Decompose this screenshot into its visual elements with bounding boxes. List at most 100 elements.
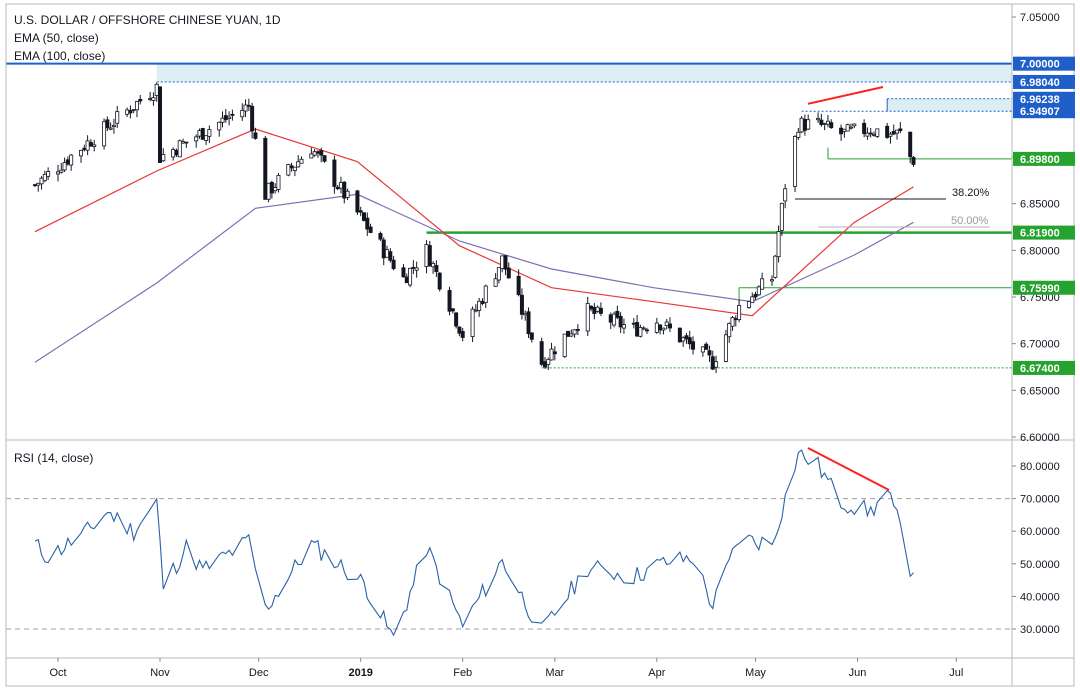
candle-body <box>434 265 439 273</box>
candle-body <box>411 266 416 269</box>
candle-body <box>608 314 613 323</box>
candle-body <box>332 159 337 187</box>
ema100-line <box>34 193 914 363</box>
candle-body <box>704 343 709 350</box>
candle-body <box>723 334 728 362</box>
time-tick-label: Nov <box>150 667 170 679</box>
candle-body <box>437 272 442 290</box>
candle-body <box>612 313 617 326</box>
candle-body <box>427 245 432 267</box>
candle-body <box>230 113 235 116</box>
candle-body <box>299 158 304 164</box>
candle-body <box>128 110 133 114</box>
candle-body <box>519 294 524 315</box>
candle-body <box>36 182 41 186</box>
level-badge-label: 6.89800 <box>1020 154 1060 166</box>
rsi-tick-label: 60.0000 <box>1020 526 1060 538</box>
candle-body <box>204 135 209 141</box>
candle-body <box>266 182 271 200</box>
candle-body <box>572 329 577 335</box>
candle-body <box>171 149 176 158</box>
candle-body <box>69 154 74 166</box>
candle-body <box>480 300 485 305</box>
candle-body <box>592 307 597 314</box>
candle-body <box>470 308 475 337</box>
chart-title: U.S. DOLLAR / OFFSHORE CHINESE YUAN, 1D <box>14 13 281 27</box>
candle-body <box>391 259 396 270</box>
candle-body <box>250 105 255 132</box>
candle-body <box>246 104 251 107</box>
price-tick-label: 6.70000 <box>1020 339 1060 351</box>
rsi-line <box>34 449 914 637</box>
candle-body <box>822 123 827 125</box>
candle-body <box>806 119 811 130</box>
time-tick-label: Mar <box>545 667 564 679</box>
candle-body <box>618 315 623 328</box>
time-tick-label: Jun <box>849 667 867 679</box>
candle-body <box>493 278 498 287</box>
candle-body <box>319 150 324 156</box>
resistance-zone-lower <box>887 98 1012 112</box>
candle-body <box>42 174 47 181</box>
candle-body <box>575 329 580 331</box>
candle-body <box>839 127 844 135</box>
candle-body <box>207 129 212 137</box>
candle-body <box>589 305 594 310</box>
candle-body <box>539 341 544 365</box>
candle-body <box>819 119 824 125</box>
candle-body <box>253 132 258 139</box>
candle-body <box>908 131 913 158</box>
candle-body <box>134 101 139 111</box>
candle-body <box>730 317 735 327</box>
candle-body <box>148 98 153 100</box>
candle-body <box>460 331 465 338</box>
candle-body <box>457 326 462 334</box>
candle-body <box>217 121 222 131</box>
candle-body <box>32 184 37 187</box>
candle-body <box>852 123 857 127</box>
candle-body <box>381 239 386 259</box>
candle-body <box>562 333 567 357</box>
price-tick-label: 6.60000 <box>1020 432 1060 444</box>
price-tick-label: 6.65000 <box>1020 385 1060 397</box>
candle-body <box>546 358 551 365</box>
candle-body <box>345 190 350 198</box>
candle-body <box>727 323 732 338</box>
candle-body <box>802 118 807 131</box>
candle-body <box>161 154 166 162</box>
candle-body <box>322 155 327 162</box>
candle-body <box>292 166 297 171</box>
candle-body <box>181 141 186 144</box>
candle-body <box>793 136 798 187</box>
candle-body <box>296 161 301 168</box>
candle-body <box>542 361 547 368</box>
level-badge <box>1013 225 1075 240</box>
candle-body <box>408 267 413 286</box>
candle-body <box>483 285 488 303</box>
candle-body <box>552 351 557 355</box>
level-badge <box>1013 360 1075 375</box>
candle-body <box>220 117 225 123</box>
candle-body <box>269 181 274 194</box>
candle-body <box>862 122 867 134</box>
candle-body <box>658 324 663 331</box>
fib-label: 50.00% <box>951 215 989 227</box>
time-tick-label: Feb <box>453 667 472 679</box>
candle-body <box>138 98 143 102</box>
candle-body <box>289 165 294 169</box>
candle-body <box>102 121 107 147</box>
rsi-legend: RSI (14, close) <box>14 451 93 465</box>
candle-body <box>342 181 347 199</box>
candle-body <box>108 127 113 130</box>
candle-body <box>668 323 673 329</box>
candle-body <box>516 275 521 296</box>
fib-label: 38.20% <box>952 187 990 199</box>
rsi-divergence-line <box>807 447 890 491</box>
time-tick-label: 2019 <box>348 667 372 679</box>
candle-body <box>700 346 705 353</box>
candle-body <box>681 337 686 342</box>
time-tick-label: Oct <box>49 667 66 679</box>
candle-body <box>65 159 70 165</box>
candle-body <box>263 137 268 200</box>
candle-body <box>872 133 877 136</box>
